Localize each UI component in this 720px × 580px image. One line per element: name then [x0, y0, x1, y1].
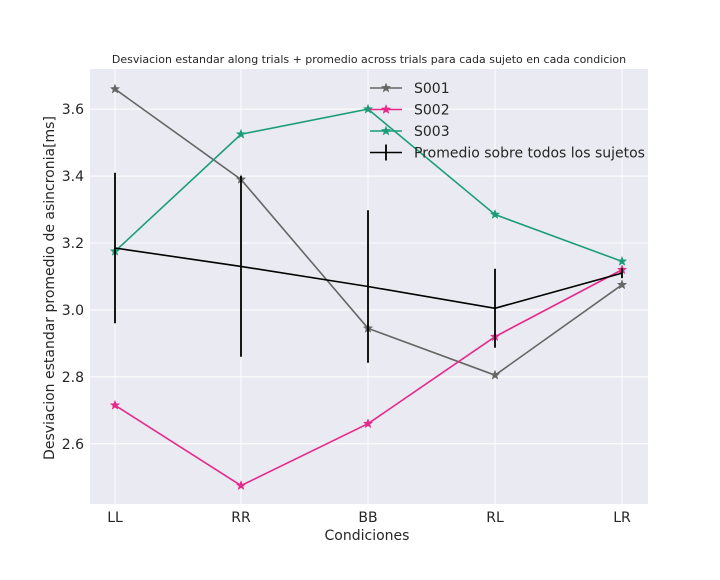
legend: S001 S002 S003 Promedio sobre todos los suj…	[370, 81, 645, 162]
x-tick-label: RR	[231, 510, 251, 526]
chart-title: Desviacion estandar along trials + prome…	[112, 53, 626, 66]
x-tick-label: BB	[358, 510, 377, 526]
data-point-s003	[362, 103, 374, 114]
legend-marker-star	[380, 82, 392, 93]
y-tick-label: 3.2	[62, 236, 84, 252]
x-tick-labels: LL RR BB RL LR	[107, 510, 631, 526]
legend-marker-star	[380, 103, 392, 114]
data-point-s001	[109, 83, 121, 94]
data-point-s002	[109, 399, 121, 410]
data-point-s001	[616, 279, 628, 290]
y-tick-label: 2.8	[62, 370, 84, 386]
data-point-s002	[235, 480, 247, 491]
y-tick-label: 3.0	[62, 303, 84, 319]
y-axis-label: Desviacion estandar promedio de asincron…	[42, 116, 58, 460]
data-point-s003	[235, 128, 247, 139]
legend-label: S001	[414, 81, 450, 97]
y-tick-label: 3.6	[62, 102, 84, 118]
y-tick-labels: 2.6 2.8 3.0 3.2 3.4 3.6	[62, 102, 84, 453]
x-tick-label: LL	[107, 510, 123, 526]
legend-label: Promedio sobre todos los sujetos	[414, 146, 645, 162]
legend-marker-star	[380, 125, 392, 136]
series-layer	[109, 83, 628, 491]
legend-label: S003	[414, 124, 450, 140]
x-axis-label: Condiciones	[325, 528, 410, 544]
data-point-s002	[362, 418, 374, 429]
x-tick-label: LR	[613, 510, 631, 526]
y-tick-label: 2.6	[62, 437, 84, 453]
data-point-s003	[616, 255, 628, 266]
x-tick-label: RL	[486, 510, 504, 526]
data-point-s003	[489, 209, 501, 220]
data-point-s001	[489, 369, 501, 380]
y-tick-label: 3.4	[62, 169, 84, 185]
legend-label: S002	[414, 103, 450, 119]
